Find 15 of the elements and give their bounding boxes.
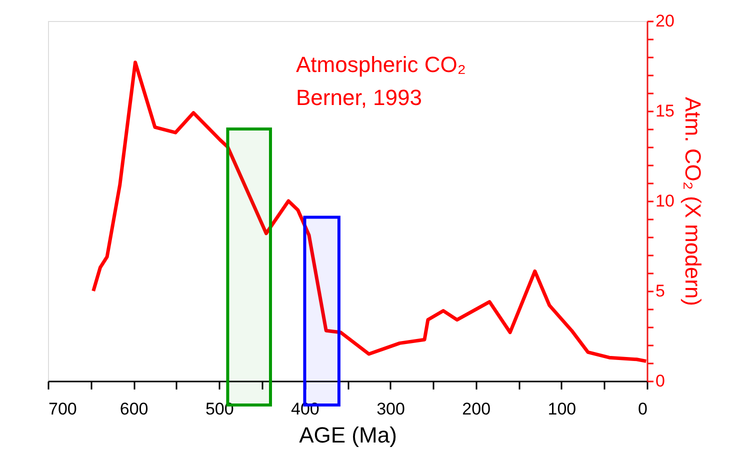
y-tick-label: 10: [656, 192, 674, 210]
y-tick-label: 15: [656, 102, 674, 120]
y-tick-label: 20: [656, 12, 674, 30]
x-tick-label: 600: [120, 400, 148, 418]
annotation: Berner, 1993: [296, 85, 422, 110]
y-axis-title: Atm. CO₂ (X modern): [680, 96, 706, 306]
x-tick-label: 0: [638, 400, 648, 418]
annotation: Atmospheric CO₂: [296, 52, 466, 77]
x-tick-label: 200: [462, 400, 491, 418]
x-tick-label: 700: [48, 400, 77, 418]
y-tick-label: 0: [656, 372, 665, 390]
x-axis-title: AGE (Ma): [299, 422, 397, 448]
x-tick-label: 100: [548, 400, 576, 418]
x-tick-label: 300: [376, 400, 405, 418]
y-tick-label: 5: [656, 282, 665, 300]
